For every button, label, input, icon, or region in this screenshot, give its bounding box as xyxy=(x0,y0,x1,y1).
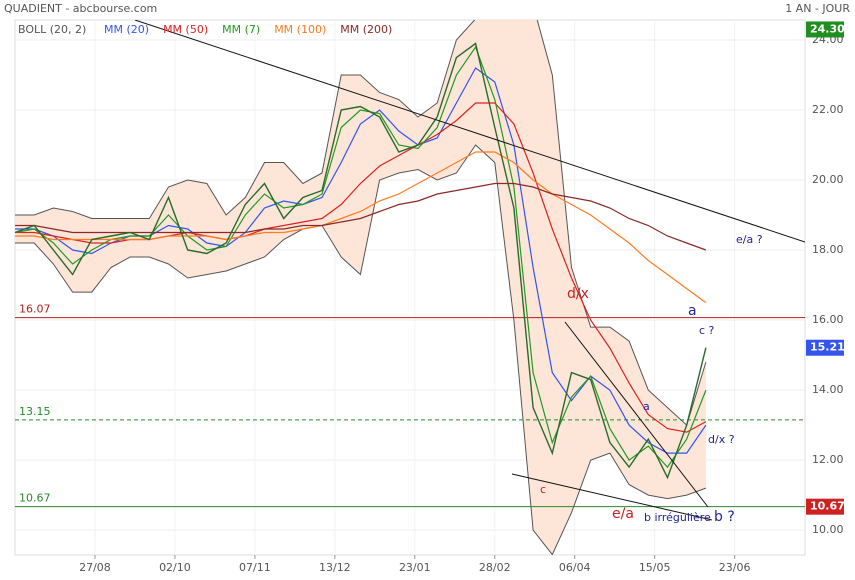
annotation: e/a ? xyxy=(736,233,763,246)
x-tick-label: 23/06 xyxy=(719,561,751,574)
y-tick-label: 12.00 xyxy=(812,453,844,466)
x-tick-label: 13/12 xyxy=(319,561,351,574)
annotation: c ? xyxy=(699,324,715,337)
y-tick-label: 22.00 xyxy=(812,103,844,116)
level-label: 16.07 xyxy=(19,303,51,316)
price-tag-label: 15.21 xyxy=(810,341,845,354)
x-tick-label: 28/02 xyxy=(479,561,511,574)
trendline xyxy=(511,473,713,521)
price-tag xyxy=(806,21,844,38)
x-tick-label: 02/10 xyxy=(159,561,191,574)
price-tag xyxy=(806,498,844,515)
plot-layer xyxy=(15,20,805,555)
annotation: d/x ? xyxy=(708,433,735,446)
trendlines xyxy=(134,20,805,521)
price-tag-label: 10.67 xyxy=(810,500,845,513)
annotation: e/a xyxy=(612,506,634,522)
x-tick-label: 07/11 xyxy=(239,561,271,574)
trendline xyxy=(134,20,805,243)
legend-entry: MM (200) xyxy=(340,23,392,36)
level-label: 10.67 xyxy=(19,492,51,505)
x-tick-label: 15/05 xyxy=(639,561,671,574)
annotation: a xyxy=(688,303,697,319)
annotation: a xyxy=(643,400,650,413)
y-tick-label: 10.00 xyxy=(812,523,844,536)
legend-entry: MM (100) xyxy=(274,23,326,36)
annotation: c xyxy=(540,483,546,496)
price-tag xyxy=(806,339,844,356)
x-tick-label: 06/04 xyxy=(559,561,591,574)
level-label: 13.15 xyxy=(19,405,51,418)
price-tag-label: 24.30 xyxy=(810,22,845,35)
legend-entry: MM (20) xyxy=(104,23,149,36)
legend-entry: MM (7) xyxy=(222,23,260,36)
y-tick-label: 14.00 xyxy=(812,383,844,396)
annotation: d/x xyxy=(567,286,589,302)
legend-entry: MM (50) xyxy=(163,23,208,36)
annotation: b ? xyxy=(714,509,735,525)
y-tick-label: 18.00 xyxy=(812,243,844,256)
moving-average xyxy=(15,45,707,469)
x-tick-label: 23/01 xyxy=(399,561,431,574)
price-line xyxy=(15,42,707,480)
y-tick-label: 20.00 xyxy=(812,173,844,186)
trendline xyxy=(564,321,709,508)
x-tick-label: 27/08 xyxy=(79,561,111,574)
band-lower xyxy=(15,144,707,555)
band-upper xyxy=(15,20,707,427)
y-tick-label: 16.00 xyxy=(812,313,844,326)
band-fill xyxy=(15,20,706,555)
legend-bands: BOLL (20, 2) xyxy=(18,23,86,36)
chart-title: QUADIENT - abcbourse.com xyxy=(4,2,157,15)
period: 1 AN - JOUR xyxy=(785,2,850,15)
annotation: b irrégulière xyxy=(644,511,711,524)
moving-average xyxy=(15,151,707,304)
